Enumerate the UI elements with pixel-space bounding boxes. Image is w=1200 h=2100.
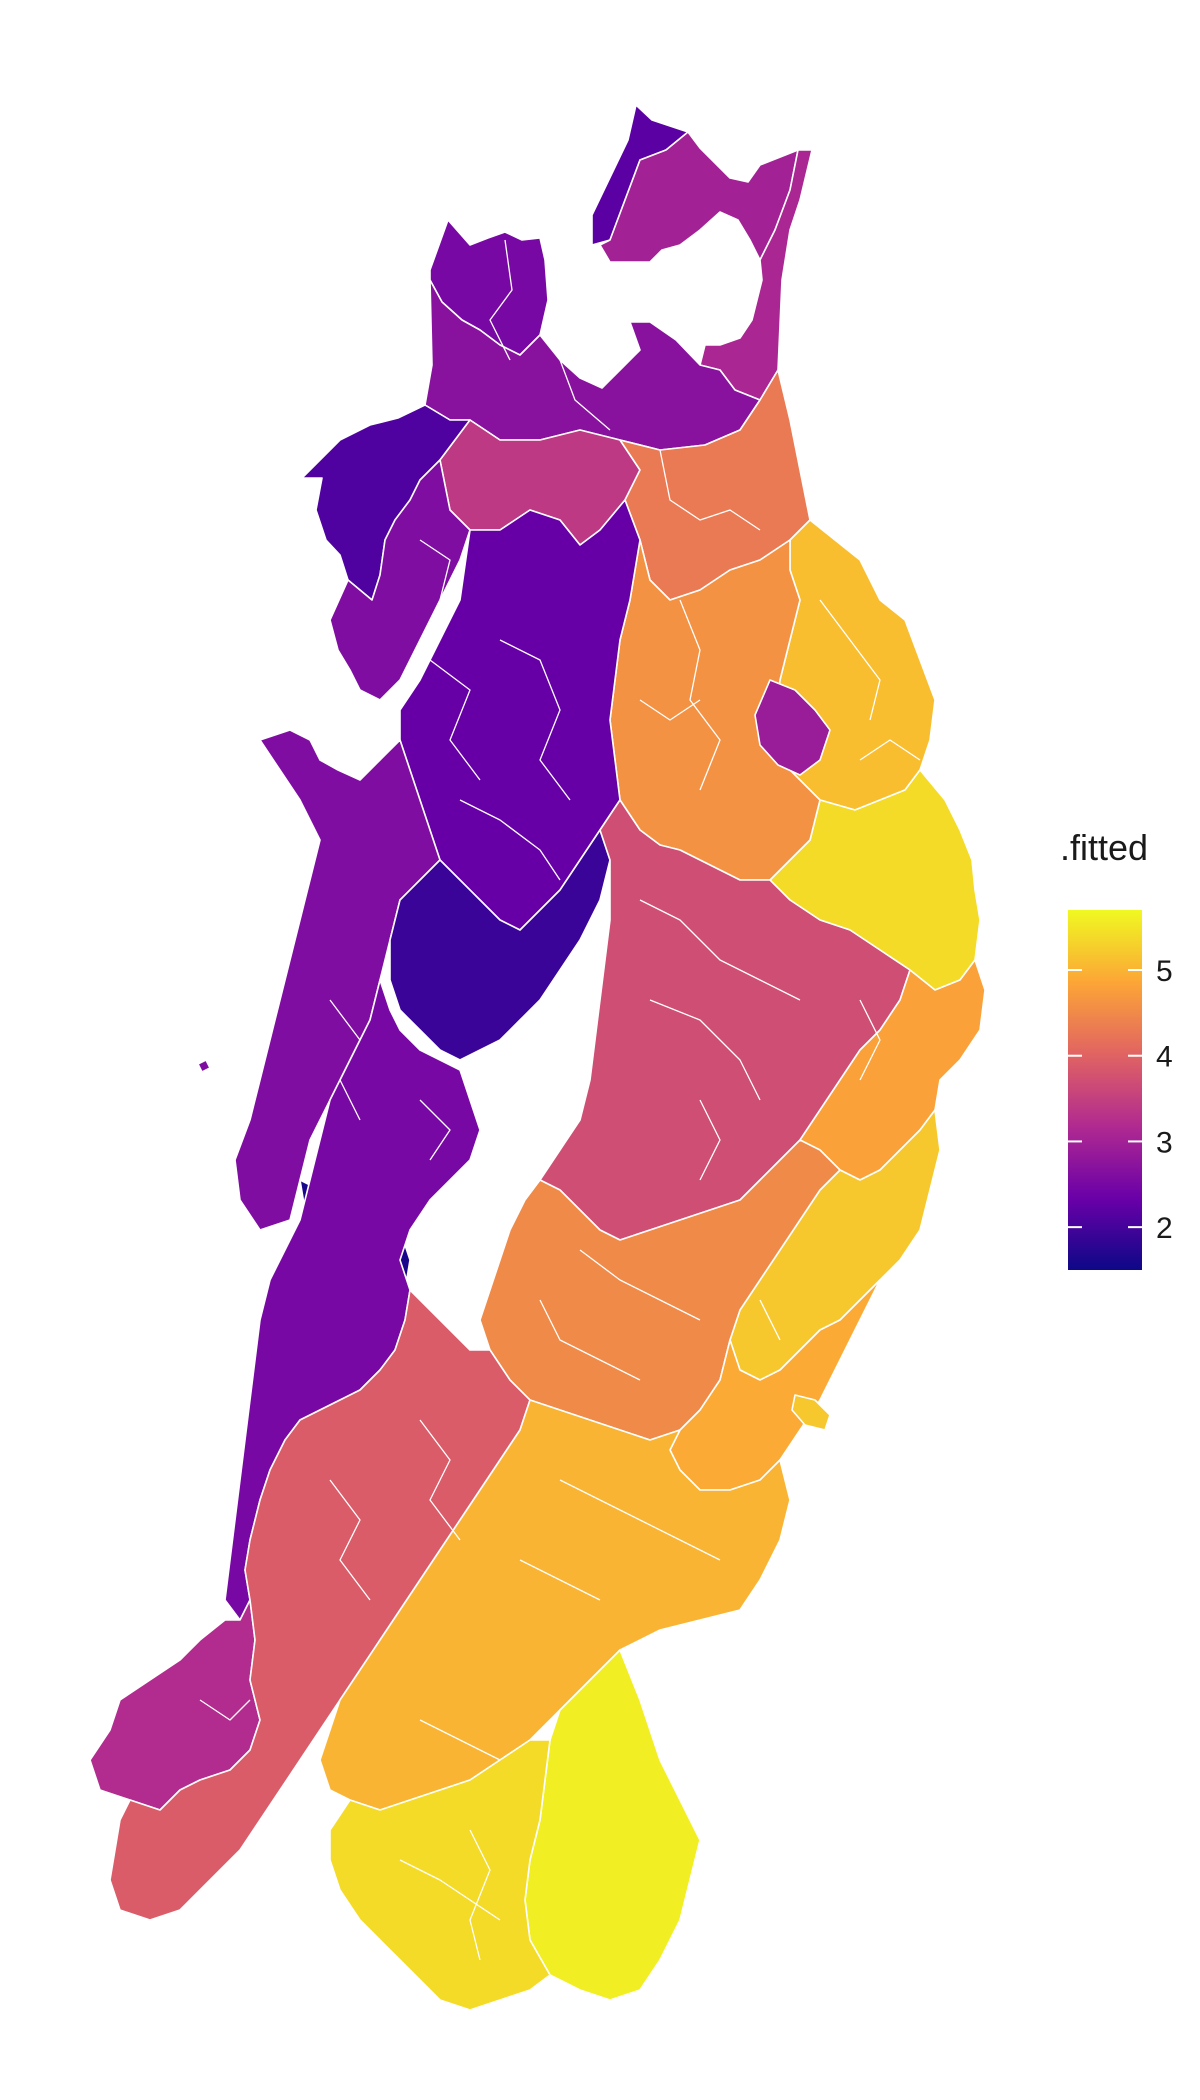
legend-colorbar (1068, 910, 1142, 1270)
legend-tick-label: 3 (1156, 1126, 1173, 1159)
region-south-center-orange (479, 1139, 841, 1441)
region-west-coast-central (329, 459, 471, 701)
region-north-peninsula (599, 131, 799, 263)
legend-title: .fitted (1060, 827, 1148, 868)
legend-ticks: 2 3 4 5 (1068, 955, 1173, 1245)
region-island-west (197, 1059, 211, 1073)
region-southwest-red (109, 1289, 531, 1921)
region-south-tip (329, 1739, 551, 2011)
region-island-east (791, 1394, 831, 1431)
map-regions (89, 104, 986, 2011)
region-center-deep (389, 829, 611, 1061)
municipal-borders (199, 239, 921, 1961)
region-inland-purple-patch (754, 679, 831, 776)
legend-tick-label: 2 (1156, 1212, 1173, 1245)
region-south-orange (319, 1399, 791, 1811)
legend-tick-label: 4 (1156, 1041, 1173, 1074)
color-legend: .fitted 2 3 4 5 (1060, 827, 1173, 1270)
legend-tick-label: 5 (1156, 955, 1173, 988)
